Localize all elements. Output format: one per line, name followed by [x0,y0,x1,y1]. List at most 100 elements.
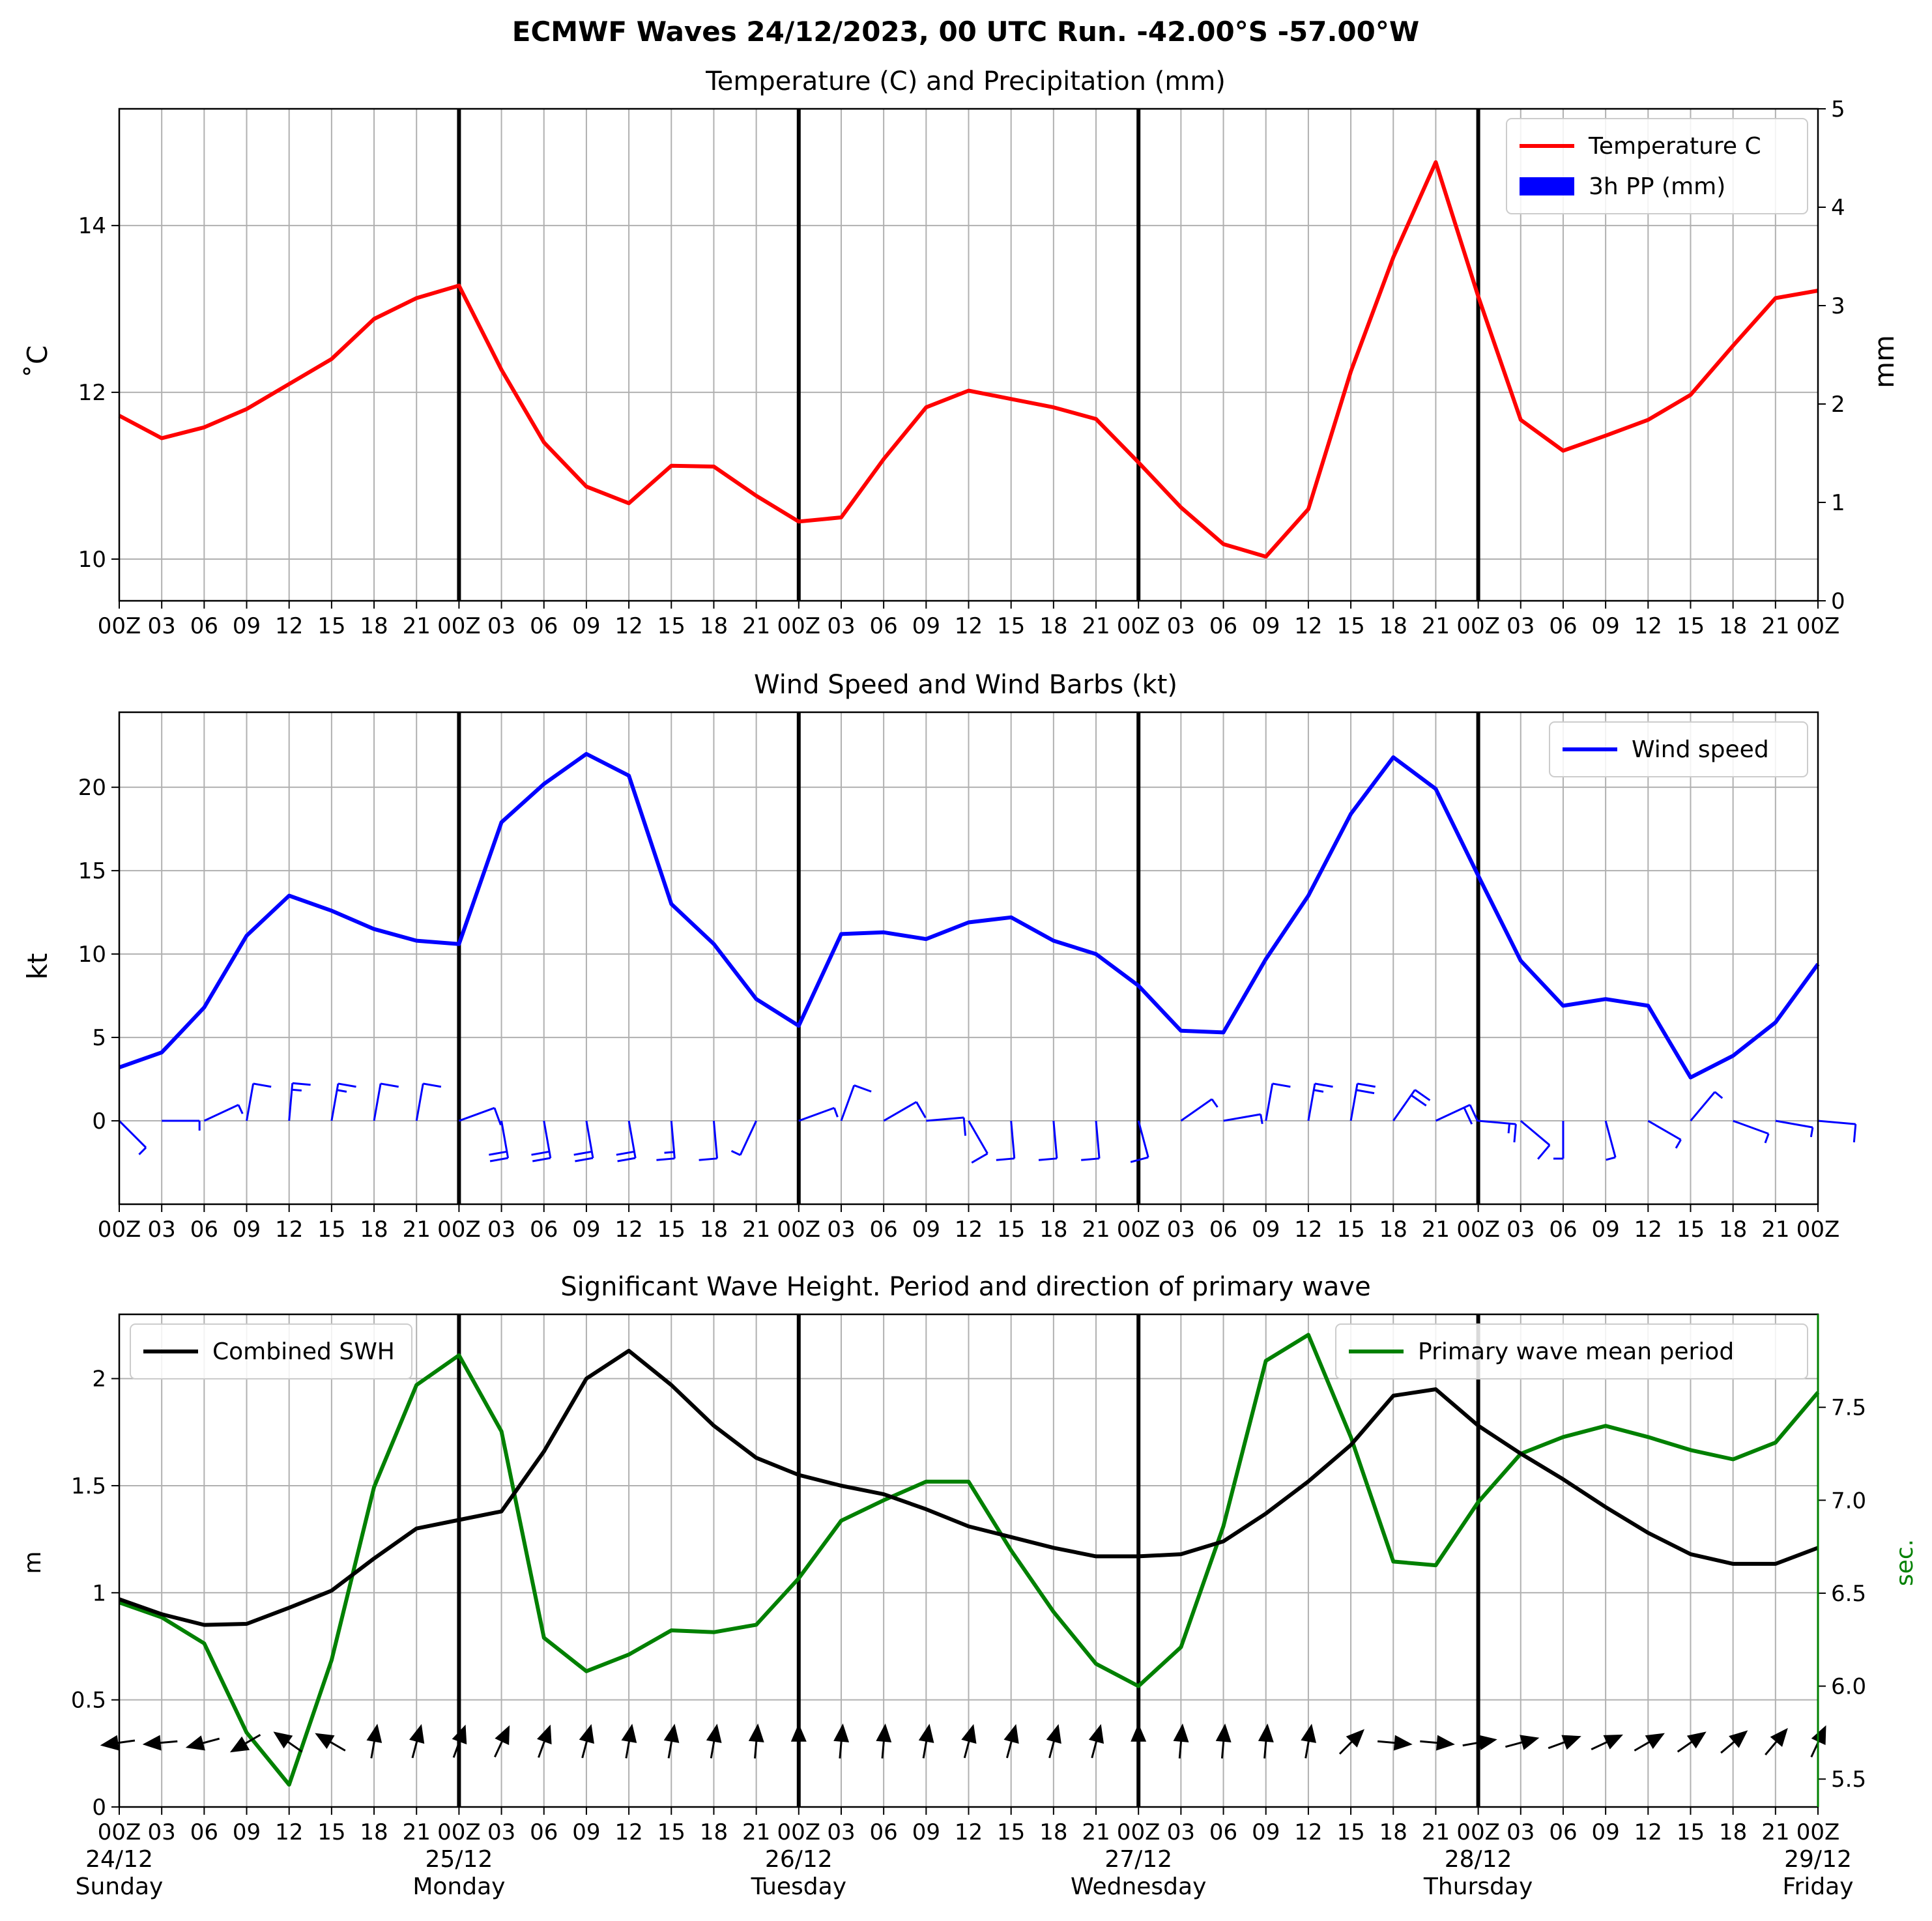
x-tick-label: 21 [742,613,770,639]
wave-direction-arrow [1003,1724,1019,1759]
wind-barb [798,1106,839,1122]
x-tick-label: 12 [955,613,983,639]
x-tick-label: 09 [572,1819,600,1845]
wave-direction-arrow [1462,1735,1497,1750]
x-tick-label: 18 [1039,1217,1067,1243]
wave-direction-arrow [1131,1723,1147,1759]
wind-barb [573,1120,594,1163]
wind-legend-box [1549,721,1808,777]
x-tick-label: 00Z [98,1819,141,1845]
wind-barb [840,1084,872,1121]
wind-barb-feather [1272,1082,1291,1088]
period-y-label: sec. [1892,1539,1918,1586]
x-tick-label: 03 [1507,1819,1535,1845]
wind-barb [968,1120,988,1164]
x-tick-label: 03 [148,1819,176,1845]
wave-direction-arrow [748,1723,764,1759]
y2-tick-label: 7.0 [1831,1488,1866,1514]
wind-barb [162,1119,201,1131]
x-tick-label: 00Z [437,613,481,639]
x-tick-label: 12 [614,613,642,639]
arrow-head [961,1724,977,1744]
wind-barb-feather [1507,1123,1510,1134]
arrow-head [706,1724,722,1743]
wind-barb-feather [423,1082,442,1088]
arrow-head [142,1735,162,1751]
wave-direction-arrow [537,1724,552,1758]
x-tick-label: 18 [360,613,388,639]
x-tick-label: 06 [870,613,898,639]
x-tick-label: 03 [487,613,515,639]
wind-barb-feather [1410,1094,1427,1107]
wave-direction-arrow [229,1733,261,1753]
wind-barb-feather [1038,1157,1058,1161]
x-tick-label: 00Z [1456,1217,1500,1243]
x-tick-label: 12 [955,1217,983,1243]
wind-barb-feather [1469,1104,1479,1122]
wind-barb-staff [739,1120,757,1156]
wind-barb [1392,1089,1431,1121]
day-label-date: 27/12 [1104,1846,1172,1873]
swh-line [119,1348,1819,1627]
wind-barb-feather [493,1107,502,1126]
temperature-legend-box [1506,118,1808,214]
wind-barb-staff [1817,1119,1856,1125]
wind-barb-feather [1714,1091,1723,1099]
x-tick-label: 09 [1591,1819,1619,1845]
x-tick-label: 09 [233,613,261,639]
wind-barb-feather [292,1082,311,1086]
day-label-weekday: Sunday [76,1873,164,1900]
x-tick-label: 00Z [437,1217,481,1243]
x-tick-label: 06 [1549,613,1577,639]
wind-barb-feather [1260,1114,1263,1124]
y-tick-label: 0 [92,1108,106,1134]
wind-barb [288,1082,311,1121]
wind-panel: Wind Speed and Wind Barbs (kt) kt 0 5 10 15… [22,670,1857,1243]
day-label-weekday: Wednesday [1071,1873,1206,1900]
y-tick-label: 14 [78,213,106,239]
wave-direction-arrow [876,1723,892,1759]
y-tick-label: 10 [78,942,106,968]
x-tick-label: 00Z [437,1819,481,1845]
x-tick-label: 12 [1294,1819,1322,1845]
x-tick-label: 18 [1379,1819,1407,1845]
wind-barb-feather [575,1157,594,1163]
wind-barb [1435,1104,1479,1125]
wind-barb-staff [798,1106,835,1122]
x-tick-label: 06 [1209,1819,1237,1845]
arrow-head [100,1735,120,1751]
x-tick-label: 21 [1761,613,1789,639]
wind-barb-feather [971,1152,988,1164]
wave-direction-arrow [273,1731,303,1753]
x-tick-label: 21 [1422,613,1450,639]
x-tick-label: 09 [233,1217,261,1243]
wind-barb [1478,1119,1517,1143]
x-tick-label: 15 [1336,1819,1364,1845]
arrow-head [1435,1735,1455,1751]
wind-barb-staff [415,1083,424,1121]
x-tick-label: 15 [657,1217,685,1243]
precip-y-label: mm [1868,335,1900,388]
wind-barb-staff [926,1116,964,1122]
arrow-head [315,1733,335,1749]
wave-direction-arrow [493,1725,510,1757]
x-tick-label: 21 [1422,1819,1450,1845]
x-tick-label: 18 [1039,1819,1067,1845]
x-tick-label: 15 [317,1217,345,1243]
x-tick-label: 15 [317,1819,345,1845]
x-tick-label: 21 [1761,1819,1789,1845]
arrow-head [185,1735,205,1751]
x-tick-label: 00Z [98,613,141,639]
x-tick-label: 09 [1591,1217,1619,1243]
x-tick-label: 03 [1167,613,1195,639]
wind-barb-feather [1853,1123,1857,1143]
wave-direction-arrow [706,1724,722,1759]
y2-tick-label: 5 [1831,96,1845,123]
wave-direction-arrow [1548,1735,1581,1750]
arrow-head [409,1724,425,1744]
wind-barb [415,1082,442,1121]
day-label-weekday: Monday [412,1873,505,1900]
